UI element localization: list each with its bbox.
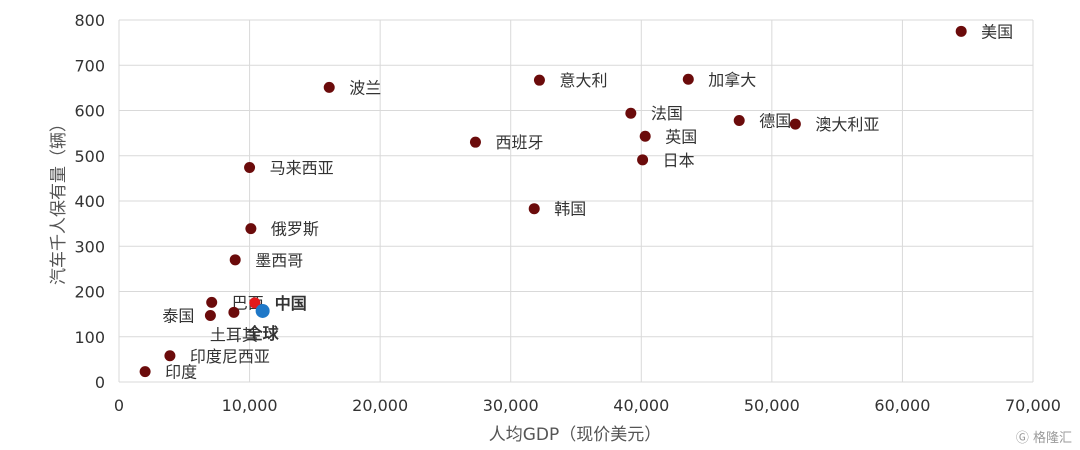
data-point-label: 墨西哥 bbox=[255, 251, 303, 270]
data-point bbox=[204, 309, 216, 321]
watermark-text: 格隆汇 bbox=[1032, 431, 1072, 446]
data-point bbox=[245, 223, 257, 235]
data-point-label: 德国 bbox=[759, 111, 791, 130]
data-point bbox=[955, 25, 967, 37]
y-tick-label: 400 bbox=[74, 192, 105, 211]
x-tick-label: 40,000 bbox=[613, 396, 669, 415]
grid-lines bbox=[118, 19, 1034, 383]
y-tick-label: 700 bbox=[74, 56, 105, 75]
data-point-label: 澳大利亚 bbox=[815, 115, 879, 134]
data-point bbox=[164, 350, 176, 362]
x-tick-label: 0 bbox=[114, 396, 124, 415]
data-point-label: 加拿大 bbox=[708, 70, 756, 89]
data-point bbox=[733, 114, 745, 126]
data-point bbox=[625, 107, 637, 119]
y-tick-label: 600 bbox=[74, 102, 105, 121]
data-point bbox=[206, 296, 218, 308]
y-tick-label: 100 bbox=[74, 328, 105, 347]
data-point bbox=[533, 74, 545, 86]
x-tick-label: 20,000 bbox=[352, 396, 408, 415]
data-point bbox=[244, 162, 256, 174]
y-tick-label: 500 bbox=[74, 147, 105, 166]
x-tick-label: 10,000 bbox=[222, 396, 278, 415]
data-point-label: 意大利 bbox=[559, 71, 607, 90]
data-point-label: 马来西亚 bbox=[270, 159, 334, 178]
data-point-label: 法国 bbox=[651, 104, 683, 123]
data-point-label: 日本 bbox=[663, 151, 695, 170]
data-point bbox=[255, 303, 270, 318]
data-point bbox=[639, 130, 651, 142]
x-tick-labels: 0 10,000 20,000 30,000 40,000 50,000 60,000 70,… bbox=[114, 396, 1061, 415]
data-point bbox=[139, 366, 151, 378]
data-point-label: 西班牙 bbox=[495, 133, 543, 152]
data-point bbox=[228, 306, 240, 318]
y-tick-label: 800 bbox=[74, 11, 105, 30]
data-point-label: 韩国 bbox=[554, 200, 586, 219]
data-point bbox=[637, 154, 649, 166]
y-tick-labels: 0 100 200 300 400 500 600 700 800 bbox=[74, 11, 105, 392]
data-point-label: 印度 bbox=[165, 363, 197, 382]
data-point bbox=[323, 81, 335, 93]
x-tick-label: 60,000 bbox=[874, 396, 930, 415]
x-tick-label: 30,000 bbox=[483, 396, 539, 415]
y-axis-title: 汽车千人保有量（辆） bbox=[49, 115, 69, 285]
x-tick-label: 50,000 bbox=[744, 396, 800, 415]
data-point-label: 美国 bbox=[981, 22, 1013, 41]
y-tick-label: 0 bbox=[95, 373, 105, 392]
watermark: Ⓖ 格隆汇 bbox=[1016, 427, 1072, 446]
data-point bbox=[469, 136, 481, 148]
data-point bbox=[249, 297, 261, 309]
data-point-label: 泰国 bbox=[162, 306, 194, 325]
data-point bbox=[682, 73, 694, 85]
data-point-label: 英国 bbox=[665, 127, 697, 146]
data-point bbox=[528, 203, 540, 215]
data-point-label: 印度尼西亚 bbox=[190, 347, 270, 366]
data-point bbox=[789, 118, 801, 130]
data-point-label: 土耳其 bbox=[210, 325, 258, 344]
x-tick-label: 70,000 bbox=[1005, 396, 1061, 415]
data-point-label: 波兰 bbox=[349, 78, 381, 97]
x-axis-title: 人均GDP（现价美元） bbox=[489, 425, 662, 445]
y-tick-label: 200 bbox=[74, 283, 105, 302]
y-tick-label: 300 bbox=[74, 237, 105, 256]
data-point-label: 全球 bbox=[246, 324, 280, 343]
data-point bbox=[229, 254, 241, 266]
watermark-logo-icon: Ⓖ bbox=[1015, 431, 1029, 446]
data-point-label: 中国 bbox=[275, 294, 307, 313]
data-point-label: 俄罗斯 bbox=[271, 220, 319, 239]
